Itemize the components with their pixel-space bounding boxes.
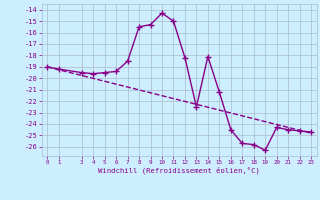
X-axis label: Windchill (Refroidissement éolien,°C): Windchill (Refroidissement éolien,°C) <box>98 167 260 174</box>
